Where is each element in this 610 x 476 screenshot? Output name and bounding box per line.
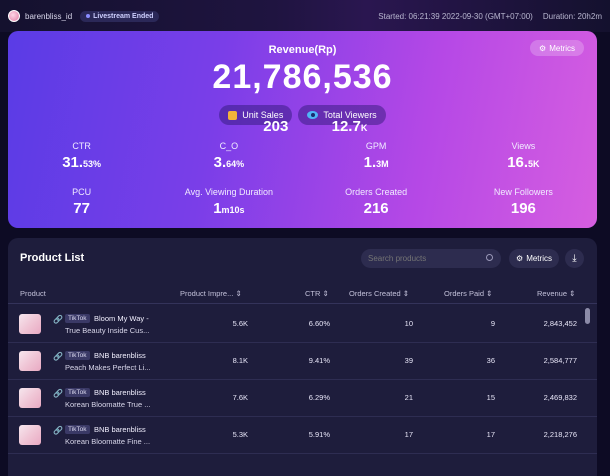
revenue-value: 2,469,832 [543, 393, 577, 402]
revenue-value: 21,786,536 [212, 58, 393, 96]
stat-orders-created: Orders Created 216 [345, 187, 408, 217]
stat-new-followers: New Followers 196 [493, 187, 553, 217]
link-icon[interactable]: 🔗 [53, 389, 63, 398]
orders-paid-value: 36 [486, 356, 495, 365]
product-thumbnail[interactable] [19, 425, 41, 445]
ctr-value: 6.60% [308, 319, 330, 328]
stat-avg-viewing-duration: Avg. Viewing Duration 1m10s [184, 187, 273, 217]
stats-grid: CTR 31.53% C_O 3.64% GPM 1.3M Views 16.5… [8, 141, 597, 228]
table-row[interactable]: 🔗 TikTok BNB barenbliss Peach Makes Perf… [8, 343, 597, 380]
orders-created-value: 21 [404, 393, 413, 402]
gear-icon: ⚙ [516, 254, 524, 263]
shop-name[interactable]: barenbliss_id [25, 11, 73, 21]
ctr-value: 6.29% [308, 393, 330, 402]
impressions-value: 7.6K [232, 393, 248, 402]
table-row[interactable]: 🔗 TikTok BNB barenbliss Korean Bloomatte… [8, 380, 597, 417]
table-row[interactable]: 🔗 TikTok Bloom My Way - True Beauty Insi… [8, 306, 597, 343]
stat-gpm: GPM 1.3M [363, 141, 389, 171]
gear-icon: ⚙ [539, 43, 547, 53]
search-icon[interactable] [486, 254, 493, 261]
total-viewers-value: 12.7K [331, 118, 368, 135]
livestream-status-label: Livestream Ended [93, 12, 154, 20]
impressions-value: 5.6K [232, 319, 248, 328]
product-thumbnail[interactable] [19, 314, 41, 334]
product-name-secondary[interactable]: Peach Makes Perfect Li... [65, 363, 151, 372]
product-name[interactable]: BNB barenbliss [94, 425, 146, 434]
column-impressions[interactable]: Product Impre... ⇕ [180, 289, 242, 298]
product-name[interactable]: BNB barenbliss [94, 351, 146, 360]
ctr-value: 5.91% [308, 430, 330, 439]
product-name[interactable]: Bloom My Way - [94, 314, 149, 323]
hero-metrics-button[interactable]: ⚙ Metrics [530, 40, 584, 56]
sort-icon: ⇕ [402, 289, 410, 298]
sort-icon: ⇕ [569, 289, 576, 298]
table-scrollbar[interactable] [585, 308, 590, 324]
session-info: Started: 06:21:39 2022-09-30 (GMT+07:00)… [378, 12, 602, 21]
stat-pcu: PCU 77 [72, 187, 92, 217]
column-orders-created[interactable]: Orders Created ⇕ [349, 289, 410, 298]
search-input[interactable] [361, 249, 501, 268]
product-list-title: Product List [20, 252, 85, 264]
orders-paid-value: 15 [486, 393, 495, 402]
revenue-value: 2,584,777 [543, 356, 577, 365]
metrics-button[interactable]: ⚙ Metrics [509, 249, 559, 268]
total-viewers-label: Total Viewers [323, 110, 377, 120]
product-name-secondary[interactable]: Korean Bloomatte True ... [65, 400, 151, 409]
started-time: Started: 06:21:39 2022-09-30 (GMT+07:00) [378, 11, 533, 21]
tiktok-badge: TikTok [65, 351, 90, 360]
box-icon [228, 110, 238, 120]
download-icon: ⤓ [572, 253, 577, 264]
livestream-status-badge: Livestream Ended [80, 10, 160, 22]
table-row[interactable]: 🔗 TikTok BNB barenbliss Korean Bloomatte… [8, 417, 597, 454]
unit-sales-label: Unit Sales [242, 110, 284, 120]
link-icon[interactable]: 🔗 [53, 352, 63, 361]
orders-created-value: 10 [404, 319, 413, 328]
column-orders-paid[interactable]: Orders Paid ⇕ [444, 289, 493, 298]
tiktok-badge: TikTok [65, 314, 90, 323]
status-dot-icon [86, 14, 91, 18]
avatar [8, 10, 20, 22]
table-fade [8, 454, 597, 476]
tiktok-badge: TikTok [65, 425, 90, 434]
top-bar: barenbliss_id Livestream Ended Started: … [0, 0, 610, 32]
product-list-panel: Product List ⚙ Metrics ⤓ Product Product… [8, 238, 597, 476]
unit-sales-value: 203 [263, 118, 289, 135]
impressions-value: 8.1K [232, 356, 248, 365]
ctr-value: 9.41% [308, 356, 330, 365]
metrics-button-label: Metrics [526, 254, 552, 263]
unit-sales-pill: Unit Sales 203 [219, 105, 293, 135]
download-button[interactable]: ⤓ [565, 249, 584, 268]
link-icon[interactable]: 🔗 [53, 426, 63, 435]
revenue-value: 2,218,276 [543, 430, 577, 439]
revenue-title: Revenue(Rp) [268, 44, 337, 56]
orders-created-value: 39 [404, 356, 413, 365]
revenue-summary-card: ⚙ Metrics Revenue(Rp) 21,786,536 Unit Sa… [8, 31, 597, 228]
hero-metrics-label: Metrics [549, 43, 575, 53]
tiktok-badge: TikTok [65, 388, 90, 397]
column-revenue[interactable]: Revenue ⇕ [537, 289, 576, 298]
link-icon[interactable]: 🔗 [53, 315, 63, 324]
orders-paid-value: 17 [486, 430, 495, 439]
sort-icon: ⇕ [322, 289, 329, 298]
stat-views: Views 16.5K [507, 141, 540, 171]
stat-ctr: CTR 31.53% [62, 141, 102, 171]
product-name-secondary[interactable]: Korean Bloomatte Fine ... [65, 437, 151, 446]
sort-icon: ⇕ [486, 289, 493, 298]
sort-icon: ⇕ [235, 289, 242, 298]
duration: Duration: 20h2m [542, 11, 602, 21]
product-thumbnail[interactable] [19, 351, 41, 371]
column-ctr[interactable]: CTR ⇕ [305, 289, 329, 298]
product-name[interactable]: BNB barenbliss [94, 388, 146, 397]
table-header: Product Product Impre... ⇕ CTR ⇕ Orders … [8, 282, 597, 304]
revenue-value: 2,843,452 [543, 319, 577, 328]
impressions-value: 5.3K [232, 430, 248, 439]
orders-paid-value: 9 [490, 319, 495, 328]
stat-c-o: C_O 3.64% [213, 141, 245, 171]
product-thumbnail[interactable] [19, 388, 41, 408]
eye-icon [307, 111, 319, 119]
total-viewers-pill: Total Viewers 12.7K [298, 105, 386, 135]
product-name-secondary[interactable]: True Beauty Inside Cus... [65, 326, 150, 335]
column-product: Product [20, 289, 46, 298]
orders-created-value: 17 [404, 430, 413, 439]
